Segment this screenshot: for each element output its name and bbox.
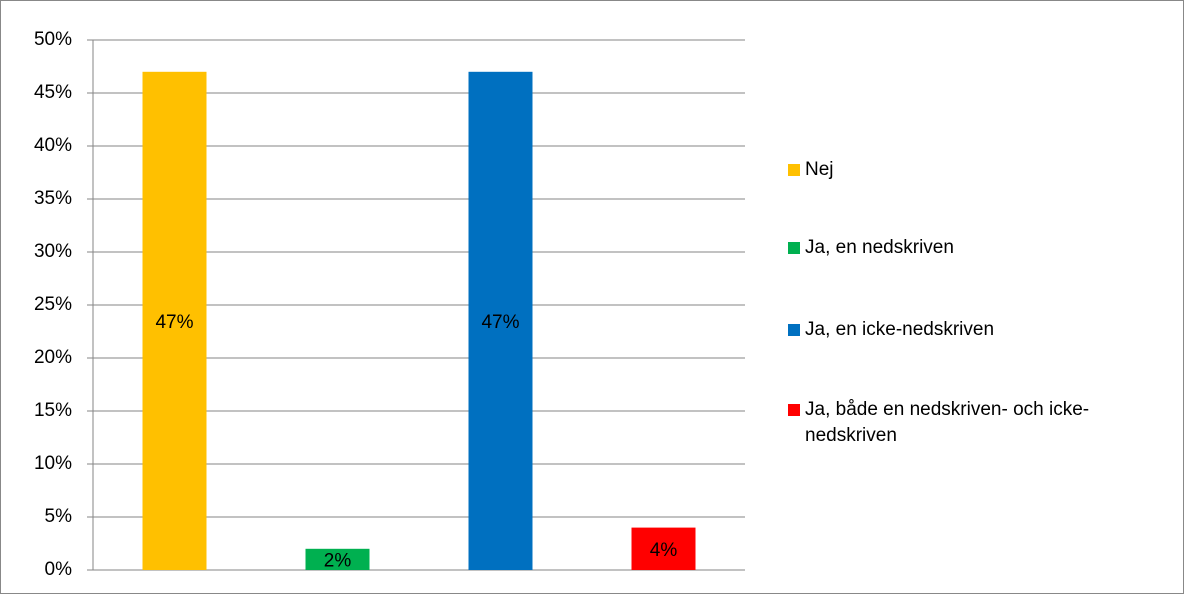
y-tick-label: 20% <box>34 347 72 368</box>
y-tick-label: 0% <box>45 559 73 580</box>
legend-label: Ja, en nedskriven <box>805 237 954 258</box>
legend-label: Ja, både en nedskriven- och icke-nedskri… <box>805 399 1090 446</box>
legend-entry: Ja, en nedskriven <box>788 235 1168 261</box>
y-tick-label: 15% <box>34 400 72 421</box>
legend-entry: Ja, både en nedskriven- och icke-nedskri… <box>788 397 1168 449</box>
y-tick-label: 40% <box>34 135 72 156</box>
legend-swatch <box>788 164 800 176</box>
y-tick-label: 25% <box>34 294 72 315</box>
data-label: 47% <box>155 312 193 333</box>
legend-swatch <box>788 404 800 416</box>
bar <box>305 548 370 570</box>
y-tick-label: 10% <box>34 453 72 474</box>
legend-label: Nej <box>805 159 834 180</box>
bar <box>468 71 533 571</box>
data-label: 4% <box>650 540 678 561</box>
y-tick-label: 35% <box>34 188 72 209</box>
legend-entry: Nej <box>788 157 1168 183</box>
legend-label: Ja, en icke-nedskriven <box>805 319 995 340</box>
bar <box>631 527 696 570</box>
legend-swatch <box>788 324 800 336</box>
legend-entry: Ja, en icke-nedskriven <box>788 317 1168 343</box>
y-tick-label: 30% <box>34 241 72 262</box>
data-label: 2% <box>324 550 352 571</box>
data-label: 47% <box>481 312 519 333</box>
bar <box>142 71 207 571</box>
y-tick-label: 5% <box>45 506 73 527</box>
legend-swatch <box>788 242 800 254</box>
y-tick-label: 50% <box>34 29 72 50</box>
y-tick-label: 45% <box>34 82 72 103</box>
